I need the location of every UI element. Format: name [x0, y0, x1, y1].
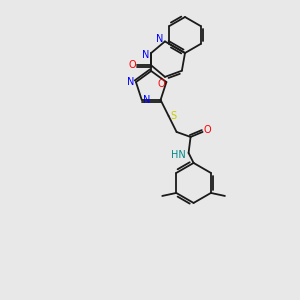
Text: N: N	[143, 95, 151, 105]
Text: O: O	[128, 60, 136, 70]
Text: N: N	[156, 34, 164, 44]
Text: O: O	[204, 125, 212, 135]
Text: HN: HN	[171, 150, 186, 160]
Text: S: S	[170, 111, 177, 121]
Text: N: N	[142, 50, 150, 60]
Text: O: O	[158, 79, 165, 89]
Text: N: N	[127, 77, 135, 87]
